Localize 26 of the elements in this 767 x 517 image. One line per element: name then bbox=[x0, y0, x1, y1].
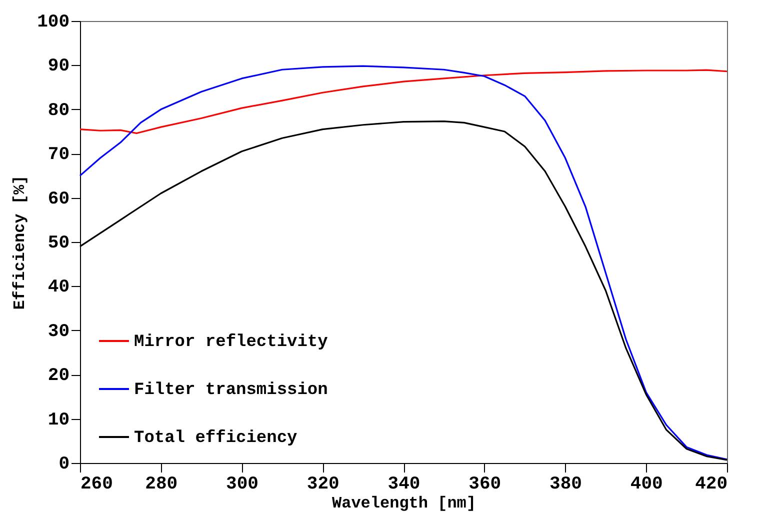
legend-label: Mirror reflectivity bbox=[134, 333, 328, 352]
x-tick-label: 320 bbox=[306, 474, 340, 494]
y-tick-label: 0 bbox=[58, 454, 70, 474]
x-tick-label: 380 bbox=[550, 474, 582, 494]
x-tick-label: 400 bbox=[630, 474, 663, 494]
legend-label: Total efficiency bbox=[134, 429, 298, 448]
y-tick-label: 60 bbox=[48, 189, 70, 210]
y-tick-label: 80 bbox=[48, 100, 70, 121]
x-axis-title: Wavelength [nm] bbox=[332, 494, 476, 512]
x-tick-label: 360 bbox=[468, 474, 502, 494]
line-series bbox=[79, 69, 728, 134]
x-tick-label: 420 bbox=[695, 474, 728, 494]
y-tick-label: 50 bbox=[48, 234, 70, 254]
y-axis-title: Efficiency [%] bbox=[11, 175, 30, 310]
y-tick-label: 70 bbox=[48, 145, 70, 166]
x-tick-label: 280 bbox=[145, 474, 178, 494]
y-tick-label: 10 bbox=[48, 410, 70, 430]
x-tick-label: 340 bbox=[388, 474, 420, 494]
y-tick-label: 90 bbox=[48, 56, 70, 77]
legend-label: Filter transmission bbox=[134, 381, 328, 400]
y-tick-label: 100 bbox=[37, 12, 70, 32]
x-tick-label: 300 bbox=[226, 474, 258, 494]
x-tick-label: 260 bbox=[80, 474, 113, 494]
y-tick-label: 30 bbox=[48, 322, 70, 342]
y-tick-label: 40 bbox=[48, 278, 70, 298]
y-tick-label: 20 bbox=[48, 366, 70, 386]
